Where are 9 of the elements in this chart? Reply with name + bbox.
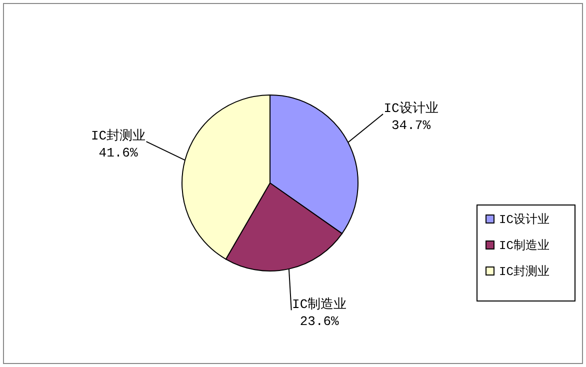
data-label: 23.6% <box>300 314 340 330</box>
legend-label: IC制造业 <box>499 239 550 253</box>
slice-label: IC设计业 <box>384 101 438 116</box>
slice-label: IC封测业 <box>90 128 146 144</box>
data-label: 41.6% <box>98 146 138 161</box>
data-label: 34.7% <box>392 118 431 134</box>
legend-label: IC封测业 <box>499 265 550 279</box>
legend-label: IC设计业 <box>499 213 550 227</box>
slice-label: IC制造业 <box>292 297 347 312</box>
